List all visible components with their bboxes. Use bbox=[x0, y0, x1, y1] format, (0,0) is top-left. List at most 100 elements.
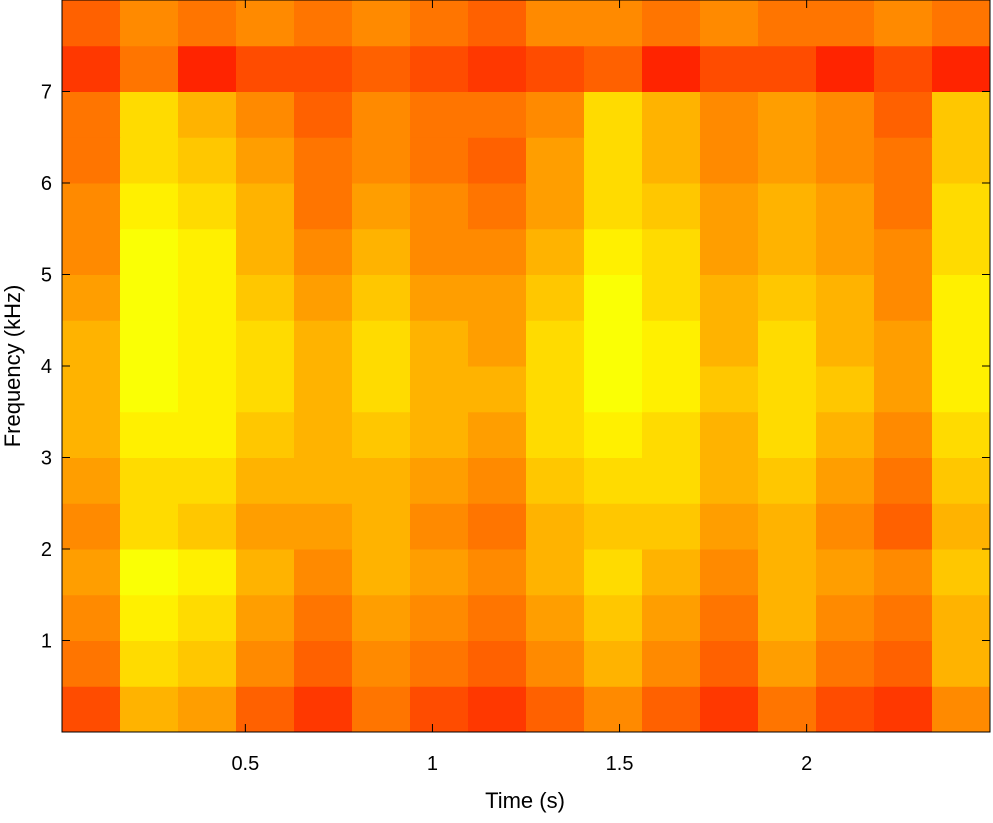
cell bbox=[526, 503, 585, 550]
cell bbox=[642, 228, 701, 275]
cell bbox=[816, 366, 875, 413]
cell bbox=[816, 320, 875, 367]
cell bbox=[236, 320, 295, 367]
cell bbox=[468, 640, 527, 687]
cell bbox=[236, 91, 295, 138]
cell bbox=[584, 91, 643, 138]
y-tick-label: 1 bbox=[41, 631, 52, 653]
cell bbox=[120, 274, 179, 321]
cell bbox=[932, 457, 991, 504]
cell bbox=[758, 366, 817, 413]
cell bbox=[526, 183, 585, 230]
cell bbox=[816, 686, 875, 733]
cell bbox=[584, 0, 643, 47]
cell bbox=[468, 45, 527, 92]
cell bbox=[410, 594, 469, 641]
cell bbox=[642, 686, 701, 733]
cell bbox=[236, 183, 295, 230]
cell bbox=[178, 320, 237, 367]
cell bbox=[468, 549, 527, 596]
cell bbox=[932, 91, 991, 138]
cell bbox=[120, 411, 179, 458]
cell bbox=[236, 45, 295, 92]
cell bbox=[584, 137, 643, 184]
cell bbox=[642, 274, 701, 321]
cell bbox=[468, 91, 527, 138]
y-tick-label: 4 bbox=[41, 356, 52, 378]
cell bbox=[178, 228, 237, 275]
cell bbox=[758, 320, 817, 367]
cell bbox=[526, 91, 585, 138]
heatmap bbox=[62, 0, 991, 733]
cell bbox=[526, 594, 585, 641]
cell bbox=[62, 457, 121, 504]
cell bbox=[294, 594, 353, 641]
cell bbox=[352, 45, 411, 92]
cell bbox=[932, 686, 991, 733]
cell bbox=[700, 137, 759, 184]
cell bbox=[758, 640, 817, 687]
x-axis-label: Time (s) bbox=[485, 788, 565, 813]
cell bbox=[758, 0, 817, 47]
x-tick-label: 0.5 bbox=[231, 753, 259, 775]
cell bbox=[352, 549, 411, 596]
x-tick-label: 2 bbox=[801, 753, 812, 775]
cell bbox=[642, 0, 701, 47]
cell bbox=[120, 0, 179, 47]
cell bbox=[178, 549, 237, 596]
cell bbox=[178, 137, 237, 184]
cell bbox=[758, 686, 817, 733]
cell bbox=[294, 228, 353, 275]
cell bbox=[468, 366, 527, 413]
cell bbox=[410, 45, 469, 92]
cell bbox=[352, 686, 411, 733]
y-tick-label: 2 bbox=[41, 539, 52, 561]
cell bbox=[642, 457, 701, 504]
cell bbox=[236, 503, 295, 550]
cell bbox=[410, 503, 469, 550]
cell bbox=[236, 274, 295, 321]
cell bbox=[642, 411, 701, 458]
cell bbox=[120, 228, 179, 275]
cell bbox=[294, 320, 353, 367]
cell bbox=[120, 503, 179, 550]
cell bbox=[178, 0, 237, 47]
cell bbox=[352, 457, 411, 504]
cell bbox=[120, 45, 179, 92]
cell bbox=[236, 686, 295, 733]
cell bbox=[932, 0, 991, 47]
cell bbox=[62, 228, 121, 275]
cell bbox=[294, 640, 353, 687]
cell bbox=[816, 594, 875, 641]
cell bbox=[874, 549, 933, 596]
cell bbox=[816, 549, 875, 596]
cell bbox=[932, 274, 991, 321]
cell bbox=[62, 503, 121, 550]
cell bbox=[758, 274, 817, 321]
cell bbox=[700, 228, 759, 275]
cell bbox=[758, 137, 817, 184]
cell bbox=[120, 686, 179, 733]
cell bbox=[642, 320, 701, 367]
cell bbox=[62, 91, 121, 138]
x-tick-label: 1.5 bbox=[606, 753, 634, 775]
cell bbox=[874, 274, 933, 321]
cell bbox=[410, 686, 469, 733]
cell bbox=[700, 45, 759, 92]
cell bbox=[526, 411, 585, 458]
cell bbox=[874, 137, 933, 184]
cell bbox=[642, 137, 701, 184]
cell bbox=[178, 45, 237, 92]
cell bbox=[700, 183, 759, 230]
cell bbox=[120, 594, 179, 641]
cell bbox=[294, 549, 353, 596]
cell bbox=[932, 228, 991, 275]
cell bbox=[236, 137, 295, 184]
cell bbox=[62, 366, 121, 413]
cell bbox=[468, 686, 527, 733]
cell bbox=[178, 183, 237, 230]
cell bbox=[526, 274, 585, 321]
cell bbox=[816, 457, 875, 504]
cell bbox=[584, 45, 643, 92]
cell bbox=[294, 274, 353, 321]
